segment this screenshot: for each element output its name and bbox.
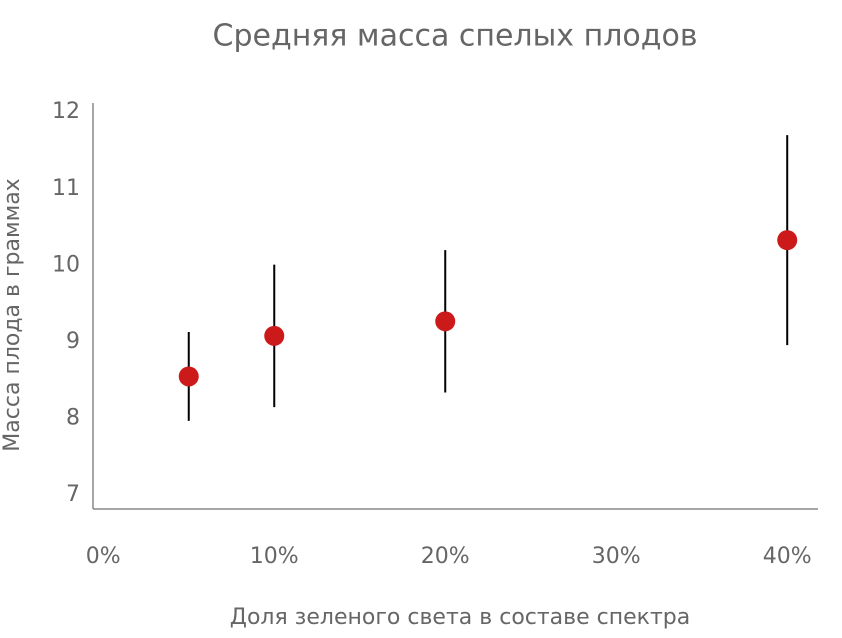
y-tick-label: 11: [52, 176, 80, 201]
x-tick-label: 30%: [592, 544, 641, 569]
x-tick-label: 40%: [763, 544, 812, 569]
y-tick-label: 7: [66, 482, 80, 507]
x-tick-label: 20%: [421, 544, 470, 569]
y-axis-label: Масса плода в граммах: [0, 178, 25, 451]
y-tick-label: 10: [52, 252, 80, 277]
y-tick-label: 9: [66, 329, 80, 354]
point: [178, 366, 199, 387]
y-tick-label: 8: [66, 406, 80, 431]
chart-title: Средняя масса спелых плодов: [213, 19, 698, 54]
point: [435, 311, 456, 332]
point: [777, 230, 798, 251]
x-axis-label: Доля зеленого света в составе спектра: [230, 605, 690, 630]
x-tick-label: 0%: [86, 544, 121, 569]
point: [264, 325, 285, 346]
y-tick-label: 12: [52, 99, 80, 124]
x-tick-label: 10%: [250, 544, 299, 569]
